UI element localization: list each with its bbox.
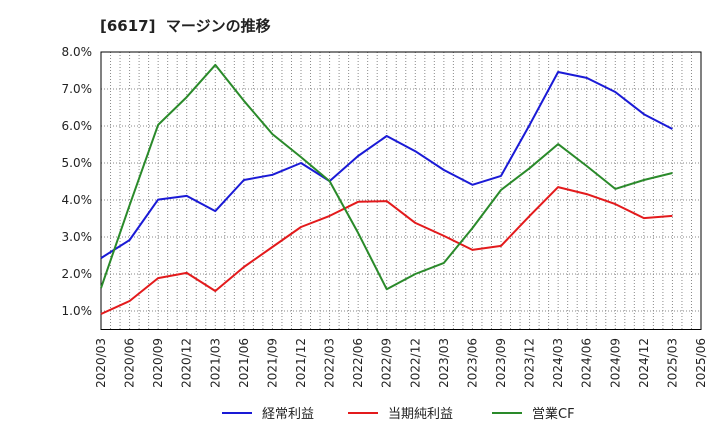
x-tick-label: 2024/12: [637, 338, 651, 388]
legend-label: 営業CF: [532, 406, 575, 422]
x-tick-label: 2024/06: [580, 338, 594, 388]
x-tick-label: 2020/09: [151, 338, 165, 388]
y-tick-label: 6.0%: [62, 119, 93, 133]
series-line-0: [100, 71, 673, 259]
x-tick-label: 2023/12: [523, 338, 537, 388]
x-tick-label: 2022/09: [380, 338, 394, 388]
x-tick-label: 2020/06: [123, 338, 137, 388]
x-tick-label: 2021/09: [265, 338, 279, 388]
x-tick-label: 2022/03: [323, 338, 337, 388]
x-tick-label: 2022/12: [408, 338, 422, 388]
legend-item: 営業CF: [492, 406, 575, 422]
y-tick-label: 5.0%: [62, 156, 93, 170]
chart-title: [6617] マージンの推移: [100, 17, 271, 35]
legend-item: 当期純利益: [348, 407, 453, 422]
legend-label: 経常利益: [262, 407, 314, 422]
y-tick-label: 7.0%: [62, 82, 93, 96]
x-tick-label: 2021/06: [237, 338, 251, 388]
plot-frame: [100, 51, 702, 330]
x-tick-label: 2024/09: [608, 338, 622, 388]
x-tick-label: 2025/06: [694, 338, 708, 388]
series-line-1: [100, 186, 673, 315]
legend-label: 当期純利益: [388, 407, 453, 422]
y-tick-label: 2.0%: [62, 267, 93, 281]
x-tick-label: 2021/03: [208, 338, 222, 388]
x-tick-label: 2025/03: [665, 338, 679, 388]
x-tick-label: 2021/12: [294, 338, 308, 388]
x-tick-label: 2022/06: [351, 338, 365, 388]
x-tick-label: 2024/03: [551, 338, 565, 388]
x-tick-label: 2023/09: [494, 338, 508, 388]
y-tick-label: 8.0%: [62, 45, 93, 59]
x-tick-label: 2023/03: [437, 338, 451, 388]
series-lines: [100, 63, 673, 315]
x-tick-label: 2020/03: [94, 338, 108, 388]
legend: 経常利益 当期純利益 営業CF: [222, 406, 575, 422]
x-tick-label: 2020/12: [180, 338, 194, 388]
grid: [101, 51, 701, 330]
axes: 1.0% 2.0% 3.0% 4.0% 5.0% 6.0% 7.0% 8.0% 2020/03 2…: [62, 45, 709, 388]
y-tick-label: 4.0%: [62, 193, 93, 207]
y-tick-label: 3.0%: [62, 230, 93, 244]
x-tick-label: 2023/06: [465, 338, 479, 388]
y-tick-label: 1.0%: [62, 304, 93, 318]
legend-item: 経常利益: [222, 407, 314, 422]
series-line-2: [100, 63, 673, 291]
